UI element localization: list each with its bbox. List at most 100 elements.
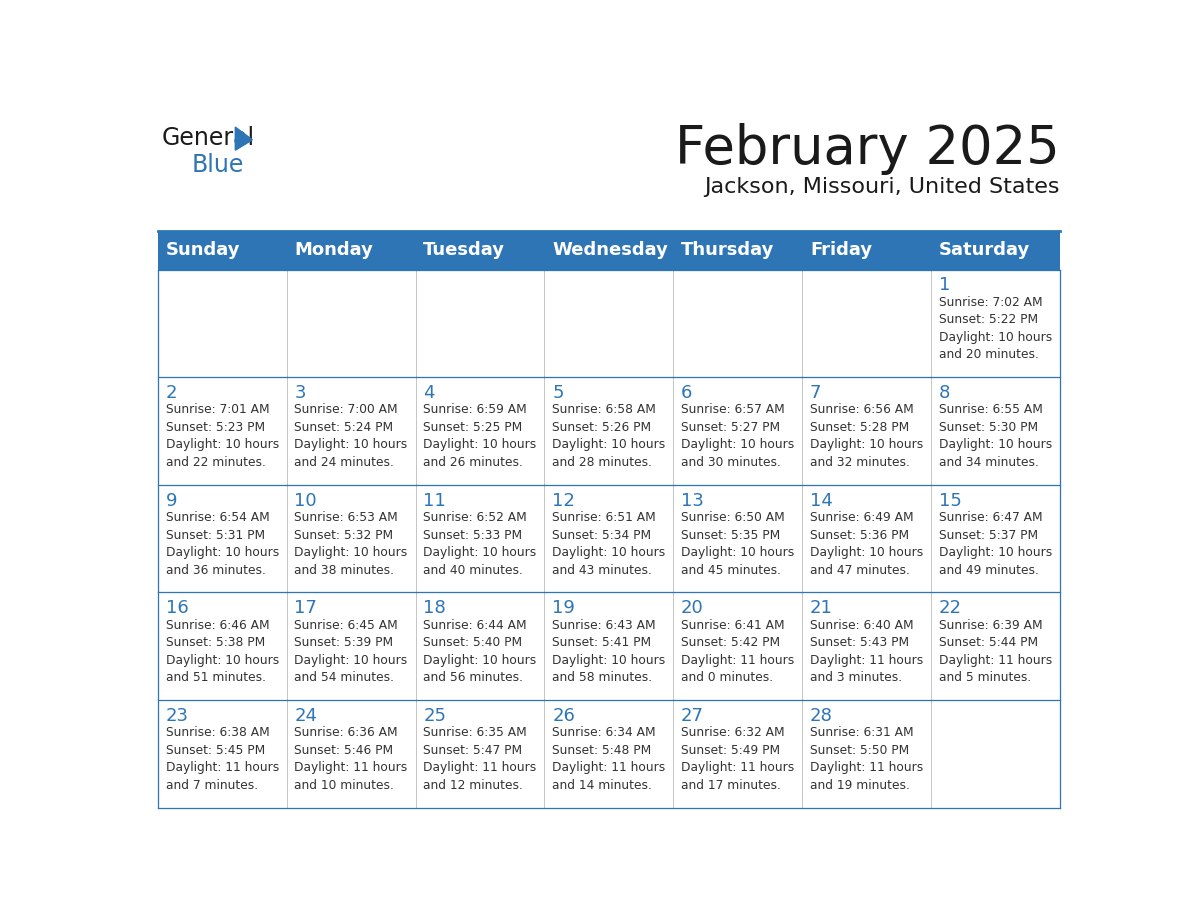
Polygon shape — [235, 127, 252, 151]
Text: 10: 10 — [295, 492, 317, 509]
Text: Sunday: Sunday — [165, 241, 240, 259]
Bar — [931, 377, 1060, 485]
Bar — [158, 270, 286, 377]
Bar — [802, 485, 931, 592]
Bar — [544, 592, 674, 700]
Bar — [674, 485, 802, 592]
Text: Sunrise: 6:44 AM
Sunset: 5:40 PM
Daylight: 10 hours
and 56 minutes.: Sunrise: 6:44 AM Sunset: 5:40 PM Dayligh… — [423, 619, 537, 684]
Text: Sunrise: 6:40 AM
Sunset: 5:43 PM
Daylight: 11 hours
and 3 minutes.: Sunrise: 6:40 AM Sunset: 5:43 PM Dayligh… — [810, 619, 923, 684]
Text: 21: 21 — [810, 599, 833, 618]
Bar — [158, 231, 1060, 270]
Text: Sunrise: 6:56 AM
Sunset: 5:28 PM
Daylight: 10 hours
and 32 minutes.: Sunrise: 6:56 AM Sunset: 5:28 PM Dayligh… — [810, 403, 923, 469]
Text: Sunrise: 6:51 AM
Sunset: 5:34 PM
Daylight: 10 hours
and 43 minutes.: Sunrise: 6:51 AM Sunset: 5:34 PM Dayligh… — [552, 511, 665, 577]
Bar — [416, 700, 544, 808]
Bar — [931, 270, 1060, 377]
Text: 23: 23 — [165, 707, 189, 725]
Text: Blue: Blue — [191, 152, 244, 176]
Text: Sunrise: 6:34 AM
Sunset: 5:48 PM
Daylight: 11 hours
and 14 minutes.: Sunrise: 6:34 AM Sunset: 5:48 PM Dayligh… — [552, 726, 665, 792]
Text: Sunrise: 6:43 AM
Sunset: 5:41 PM
Daylight: 10 hours
and 58 minutes.: Sunrise: 6:43 AM Sunset: 5:41 PM Dayligh… — [552, 619, 665, 684]
Bar — [544, 700, 674, 808]
Text: Sunrise: 6:35 AM
Sunset: 5:47 PM
Daylight: 11 hours
and 12 minutes.: Sunrise: 6:35 AM Sunset: 5:47 PM Dayligh… — [423, 726, 537, 792]
Bar — [158, 700, 286, 808]
Text: 28: 28 — [810, 707, 833, 725]
Bar — [416, 270, 544, 377]
Text: 5: 5 — [552, 384, 563, 402]
Text: Sunrise: 6:45 AM
Sunset: 5:39 PM
Daylight: 10 hours
and 54 minutes.: Sunrise: 6:45 AM Sunset: 5:39 PM Dayligh… — [295, 619, 407, 684]
Bar — [802, 377, 931, 485]
Bar — [931, 700, 1060, 808]
Bar — [416, 485, 544, 592]
Text: Sunrise: 6:58 AM
Sunset: 5:26 PM
Daylight: 10 hours
and 28 minutes.: Sunrise: 6:58 AM Sunset: 5:26 PM Dayligh… — [552, 403, 665, 469]
Text: 7: 7 — [810, 384, 821, 402]
Text: 19: 19 — [552, 599, 575, 618]
Text: Sunrise: 6:38 AM
Sunset: 5:45 PM
Daylight: 11 hours
and 7 minutes.: Sunrise: 6:38 AM Sunset: 5:45 PM Dayligh… — [165, 726, 279, 792]
Bar — [802, 700, 931, 808]
Text: Jackson, Missouri, United States: Jackson, Missouri, United States — [704, 177, 1060, 197]
Text: 3: 3 — [295, 384, 307, 402]
Text: 1: 1 — [939, 276, 950, 295]
Bar — [158, 485, 286, 592]
Bar — [544, 485, 674, 592]
Text: General: General — [162, 126, 254, 150]
Bar — [674, 270, 802, 377]
Text: Sunrise: 6:39 AM
Sunset: 5:44 PM
Daylight: 11 hours
and 5 minutes.: Sunrise: 6:39 AM Sunset: 5:44 PM Dayligh… — [939, 619, 1053, 684]
Bar — [416, 377, 544, 485]
Text: Thursday: Thursday — [681, 241, 775, 259]
Text: Wednesday: Wednesday — [552, 241, 668, 259]
Text: 14: 14 — [810, 492, 833, 509]
Bar — [802, 592, 931, 700]
Bar — [674, 700, 802, 808]
Text: 4: 4 — [423, 384, 435, 402]
Text: 17: 17 — [295, 599, 317, 618]
Text: Sunrise: 6:55 AM
Sunset: 5:30 PM
Daylight: 10 hours
and 34 minutes.: Sunrise: 6:55 AM Sunset: 5:30 PM Dayligh… — [939, 403, 1053, 469]
Text: Sunrise: 7:00 AM
Sunset: 5:24 PM
Daylight: 10 hours
and 24 minutes.: Sunrise: 7:00 AM Sunset: 5:24 PM Dayligh… — [295, 403, 407, 469]
Text: Sunrise: 6:49 AM
Sunset: 5:36 PM
Daylight: 10 hours
and 47 minutes.: Sunrise: 6:49 AM Sunset: 5:36 PM Dayligh… — [810, 511, 923, 577]
Bar — [286, 700, 416, 808]
Bar — [931, 485, 1060, 592]
Text: 12: 12 — [552, 492, 575, 509]
Text: Sunrise: 6:53 AM
Sunset: 5:32 PM
Daylight: 10 hours
and 38 minutes.: Sunrise: 6:53 AM Sunset: 5:32 PM Dayligh… — [295, 511, 407, 577]
Text: Sunrise: 6:41 AM
Sunset: 5:42 PM
Daylight: 11 hours
and 0 minutes.: Sunrise: 6:41 AM Sunset: 5:42 PM Dayligh… — [681, 619, 795, 684]
Text: 25: 25 — [423, 707, 447, 725]
Bar — [931, 592, 1060, 700]
Text: 6: 6 — [681, 384, 693, 402]
Text: 26: 26 — [552, 707, 575, 725]
Bar — [674, 377, 802, 485]
Text: Sunrise: 6:59 AM
Sunset: 5:25 PM
Daylight: 10 hours
and 26 minutes.: Sunrise: 6:59 AM Sunset: 5:25 PM Dayligh… — [423, 403, 537, 469]
Text: Sunrise: 6:54 AM
Sunset: 5:31 PM
Daylight: 10 hours
and 36 minutes.: Sunrise: 6:54 AM Sunset: 5:31 PM Dayligh… — [165, 511, 279, 577]
Text: 9: 9 — [165, 492, 177, 509]
Text: 22: 22 — [939, 599, 962, 618]
Bar — [286, 592, 416, 700]
Text: 18: 18 — [423, 599, 446, 618]
Bar — [674, 592, 802, 700]
Bar — [158, 377, 286, 485]
Text: Friday: Friday — [810, 241, 872, 259]
Bar — [286, 270, 416, 377]
Text: Tuesday: Tuesday — [423, 241, 505, 259]
Text: Sunrise: 6:52 AM
Sunset: 5:33 PM
Daylight: 10 hours
and 40 minutes.: Sunrise: 6:52 AM Sunset: 5:33 PM Dayligh… — [423, 511, 537, 577]
Text: 2: 2 — [165, 384, 177, 402]
Text: 20: 20 — [681, 599, 703, 618]
Bar — [802, 270, 931, 377]
Text: Monday: Monday — [295, 241, 373, 259]
Text: Sunrise: 6:32 AM
Sunset: 5:49 PM
Daylight: 11 hours
and 17 minutes.: Sunrise: 6:32 AM Sunset: 5:49 PM Dayligh… — [681, 726, 795, 792]
Text: 11: 11 — [423, 492, 446, 509]
Text: 15: 15 — [939, 492, 961, 509]
Text: Sunrise: 6:31 AM
Sunset: 5:50 PM
Daylight: 11 hours
and 19 minutes.: Sunrise: 6:31 AM Sunset: 5:50 PM Dayligh… — [810, 726, 923, 792]
Text: Sunrise: 6:46 AM
Sunset: 5:38 PM
Daylight: 10 hours
and 51 minutes.: Sunrise: 6:46 AM Sunset: 5:38 PM Dayligh… — [165, 619, 279, 684]
Bar — [158, 592, 286, 700]
Text: 8: 8 — [939, 384, 950, 402]
Bar — [544, 270, 674, 377]
Text: Sunrise: 7:01 AM
Sunset: 5:23 PM
Daylight: 10 hours
and 22 minutes.: Sunrise: 7:01 AM Sunset: 5:23 PM Dayligh… — [165, 403, 279, 469]
Bar — [286, 485, 416, 592]
Text: Sunrise: 6:47 AM
Sunset: 5:37 PM
Daylight: 10 hours
and 49 minutes.: Sunrise: 6:47 AM Sunset: 5:37 PM Dayligh… — [939, 511, 1053, 577]
Text: Sunrise: 6:50 AM
Sunset: 5:35 PM
Daylight: 10 hours
and 45 minutes.: Sunrise: 6:50 AM Sunset: 5:35 PM Dayligh… — [681, 511, 795, 577]
Text: 27: 27 — [681, 707, 704, 725]
Text: 13: 13 — [681, 492, 704, 509]
Text: 16: 16 — [165, 599, 189, 618]
Text: Saturday: Saturday — [939, 241, 1030, 259]
Bar — [544, 377, 674, 485]
Text: February 2025: February 2025 — [675, 123, 1060, 175]
Text: 24: 24 — [295, 707, 317, 725]
Bar — [286, 377, 416, 485]
